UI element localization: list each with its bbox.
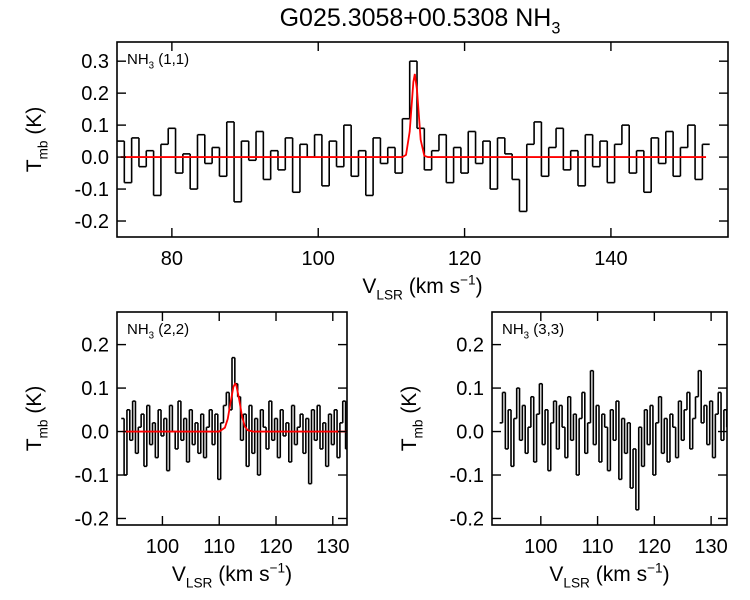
x-axis-label-part: −1 [460,273,476,288]
x-axis-label-part: V [549,563,563,586]
y-axis-label: Tmb (K) [23,107,50,173]
y-axis-label-part: T [23,438,46,451]
x-axis-label-part: −1 [647,561,663,576]
y-tick-label: 0.2 [81,335,109,357]
axes-box [491,311,728,526]
x-axis-label-part: LSR [563,575,590,590]
chart-title-part: 3 [551,20,560,38]
x-axis-label: VLSR (km s−1) [362,273,482,303]
x-tick-label: 110 [203,536,235,558]
x-tick-label: 100 [302,248,335,270]
y-tick-label: 0.2 [456,335,484,357]
panel-label-part: 3 [149,331,154,342]
plot-area [121,356,347,485]
fit-line [120,73,707,158]
panel-label: NH3 (2,2) [127,321,189,342]
y-axis-label-part: mb [35,419,50,438]
y-axis-label-part: mb [410,419,425,438]
y-tick-label: -0.1 [450,465,484,487]
y-tick-label: -0.2 [75,211,109,233]
x-tick-label: 130 [694,536,727,558]
plot-area [117,60,710,213]
panel-label-part: (3,3) [529,321,564,338]
x-axis-label-part: LSR [186,575,213,590]
panel-label-part: NH [127,51,149,68]
panel-label-part: NH [127,321,149,338]
x-axis-label-part: (km s [212,563,269,586]
x-tick-label: 140 [594,248,627,270]
x-tick-label: 110 [582,536,614,558]
axes-box [116,311,348,526]
axes-box [116,41,729,238]
x-axis-label: VLSR (km s−1) [172,561,292,591]
panel-label-part: (2,2) [154,321,189,338]
x-tick-label: 80 [161,248,183,270]
panel-label: NH3 (3,3) [502,321,564,342]
y-axis-label-part: mb [35,140,50,159]
chart-title: G025.3058+00.5308 NH3 [280,4,561,38]
x-axis-label: VLSR (km s−1) [549,561,669,591]
y-tick-label: -0.2 [450,508,484,530]
y-axis-label-part: T [398,438,421,451]
fit-line [122,382,347,433]
x-tick-label: 120 [638,536,671,558]
y-tick-label: 0.1 [81,378,109,400]
panel-label-part: 3 [524,331,529,342]
y-axis-label-part: T [23,159,46,172]
y-axis-label: Tmb (K) [398,386,425,452]
x-axis-label-part: (km s [403,275,460,298]
x-tick-label: 130 [316,536,349,558]
x-tick-label: 100 [146,536,179,558]
x-tick-label: 100 [524,536,557,558]
y-axis-label-part: (K) [398,386,421,420]
x-tick-label: 120 [259,536,292,558]
y-tick-label: -0.1 [75,465,109,487]
x-axis-label-part: ) [285,563,292,586]
x-tick-label: 120 [448,248,481,270]
y-tick-label: -0.2 [75,508,109,530]
y-tick-label: 0.3 [81,51,109,73]
plot-area [499,369,727,511]
panel-label-part: NH [502,321,524,338]
y-tick-label: 0.2 [81,83,109,105]
y-axis-label-part: (K) [23,107,46,141]
x-axis-label-part: V [362,275,376,298]
y-axis-label: Tmb (K) [23,386,50,452]
panel-label-part: (1,1) [154,51,189,68]
x-axis-label-part: (km s [590,563,647,586]
y-tick-label: -0.1 [75,179,109,201]
y-axis-label-part: (K) [23,386,46,420]
y-tick-label: 0.0 [456,422,484,444]
x-axis-label-part: −1 [270,561,286,576]
x-axis-label-part: ) [663,563,670,586]
chart-title-part: G025.3058+00.5308 NH [280,4,552,32]
x-axis-label-part: ) [476,275,483,298]
y-tick-label: 0.0 [81,147,109,169]
x-axis-label-part: LSR [376,287,403,302]
y-tick-label: 0.0 [81,422,109,444]
y-tick-label: 0.1 [81,115,109,137]
panel-label-part: 3 [149,61,154,72]
panel-label: NH3 (1,1) [127,51,189,72]
y-tick-label: 0.1 [456,378,484,400]
x-axis-label-part: V [172,563,186,586]
